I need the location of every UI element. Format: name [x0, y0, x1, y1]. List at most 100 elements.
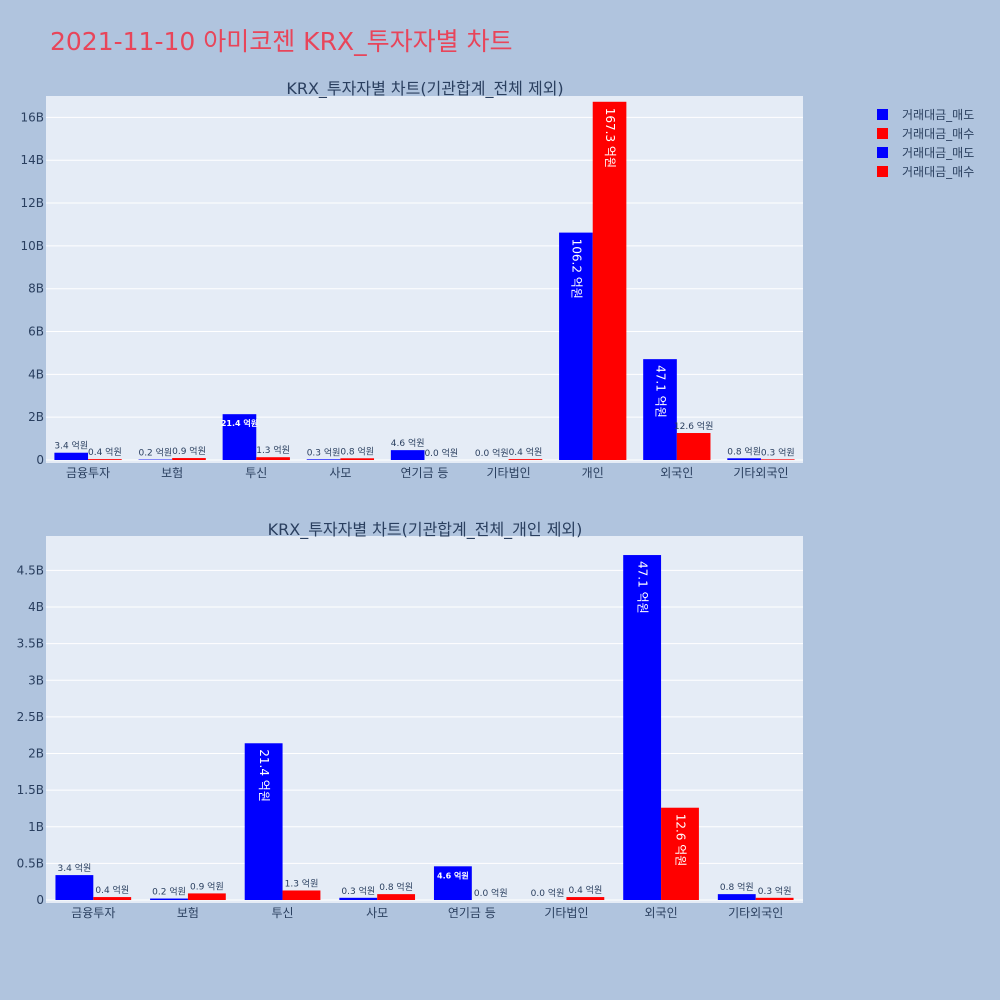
bar-buy — [508, 459, 543, 460]
y-tick-label: 8B — [28, 282, 44, 296]
y-tick-label: 0 — [36, 453, 44, 467]
data-label: 0.8 억원 — [340, 445, 374, 457]
data-label: 0.2 억원 — [152, 886, 186, 898]
chart-title: KRX_투자자별 차트(기관합계_전체_개인 제외) — [268, 520, 583, 540]
data-label: 0.4 억원 — [568, 884, 602, 896]
y-tick-label: 1B — [28, 820, 44, 834]
data-label: 47.1 억원 — [636, 561, 650, 614]
data-label: 3.4 억원 — [58, 862, 92, 874]
data-label: 0.3 억원 — [761, 446, 795, 458]
bar-sell — [559, 232, 593, 460]
x-tick-label: 금융투자 — [66, 466, 110, 480]
data-label: 0.8 억원 — [379, 881, 413, 893]
data-label: 21.4 억원 — [257, 749, 271, 802]
legend-label: 거래대금_매수 — [902, 165, 974, 179]
data-label: 47.1 억원 — [654, 365, 668, 418]
x-tick-label: 기타외국인 — [733, 466, 788, 480]
data-label: 4.6 억원 — [391, 437, 425, 449]
x-tick-label: 개인 — [582, 466, 604, 480]
bar-sell — [727, 458, 761, 460]
x-tick-label: 보험 — [161, 466, 183, 480]
chart-panel-2: 0 0.5B 1B 1.5B 2B 2.5B 3B 3.5B 4B 4.5B KRX_투자자별 차트… — [17, 520, 803, 920]
bar-sell — [717, 894, 756, 900]
x-tick-label: 기타법인 — [487, 466, 531, 480]
y-tick-label: 2B — [28, 410, 44, 424]
chart-panel-1: 0 2B 4B 6B 8B 10B 12B 14B 16B KRX_투자자별 차트(기관합계_전체… — [20, 79, 803, 480]
bar-buy — [187, 893, 226, 900]
bar-sell — [54, 452, 89, 460]
bar-sell — [339, 897, 378, 900]
y-tick-label: 0 — [36, 893, 44, 907]
data-label: 106.2 억원 — [569, 239, 583, 299]
data-label: 0.4 억원 — [509, 446, 543, 458]
y-tick-label: 10B — [20, 239, 44, 253]
x-tick-label: 기타외국인 — [728, 906, 783, 920]
data-label: 0.3 억원 — [758, 885, 792, 897]
data-label: 12.6 억원 — [673, 814, 687, 867]
legend-label: 거래대금_매도 — [902, 108, 974, 122]
bar-buy — [566, 897, 605, 900]
bar-buy — [755, 897, 794, 900]
legend-swatch — [877, 147, 888, 158]
y-tick-label: 3.5B — [17, 637, 44, 651]
data-label: 12.6 억원 — [674, 420, 713, 432]
legend-swatch — [877, 128, 888, 139]
data-label: 0.0 억원 — [424, 447, 458, 459]
y-tick-label: 1.5B — [17, 783, 44, 797]
y-tick-label: 0.5B — [17, 856, 44, 870]
y-tick-label: 4.5B — [17, 563, 44, 577]
bar-buy — [340, 458, 375, 460]
bar-sell — [643, 359, 677, 460]
page-title: 2021-11-10 아미코젠 KRX_투자자별 차트 — [50, 27, 513, 56]
legend-label: 거래대금_매도 — [902, 146, 974, 160]
data-label: 1.3 억원 — [256, 444, 290, 456]
bar-sell — [55, 875, 94, 900]
bar-sell — [222, 414, 257, 460]
bar-buy — [377, 894, 416, 900]
data-label: 21.4 억원 — [221, 418, 258, 428]
bar-sell — [244, 743, 283, 900]
data-label: 0.9 억원 — [190, 880, 224, 892]
legend-swatch — [877, 166, 888, 177]
x-tick-label: 보험 — [177, 906, 199, 920]
data-label: 3.4 억원 — [54, 440, 88, 452]
bar-sell — [433, 866, 472, 900]
y-tick-label: 12B — [20, 196, 44, 210]
bar-buy — [172, 458, 206, 460]
bar-buy — [93, 897, 132, 900]
data-label: 0.8 억원 — [727, 445, 761, 457]
y-tick-label: 16B — [20, 110, 44, 124]
y-tick-label: 6B — [28, 325, 44, 339]
data-label: 0.3 억원 — [341, 885, 375, 897]
y-tick-label: 2.5B — [17, 710, 44, 724]
bar-buy — [676, 433, 711, 460]
bar-buy — [282, 890, 321, 900]
plot-area — [46, 96, 803, 463]
x-tick-label: 투신 — [272, 906, 294, 920]
y-tick-label: 3B — [28, 673, 44, 687]
bar-buy — [592, 101, 627, 460]
x-tick-label: 연기금 등 — [401, 466, 449, 480]
x-tick-label: 기타법인 — [544, 906, 588, 920]
y-tick-label: 14B — [20, 153, 44, 167]
data-label: 0.4 억원 — [88, 446, 122, 458]
bar-sell — [150, 898, 188, 900]
y-tick-label: 4B — [28, 600, 44, 614]
data-label: 0.4 억원 — [95, 884, 129, 896]
legend-swatch — [877, 109, 888, 120]
bar-sell — [390, 450, 425, 460]
data-label: 0.0 억원 — [475, 447, 509, 459]
data-label: 0.8 억원 — [720, 881, 754, 893]
data-label: 0.0 억원 — [531, 887, 565, 899]
bar-buy — [661, 807, 699, 900]
data-label: 167.3 억원 — [603, 108, 617, 168]
x-tick-label: 투신 — [245, 466, 267, 480]
y-tick-label: 2B — [28, 747, 44, 761]
x-tick-label: 사모 — [366, 906, 388, 920]
x-tick-label: 사모 — [329, 466, 351, 480]
x-tick-label: 연기금 등 — [448, 906, 496, 920]
bar-buy — [256, 457, 290, 460]
x-tick-label: 외국인 — [645, 906, 678, 920]
data-label: 0.3 억원 — [307, 446, 341, 458]
